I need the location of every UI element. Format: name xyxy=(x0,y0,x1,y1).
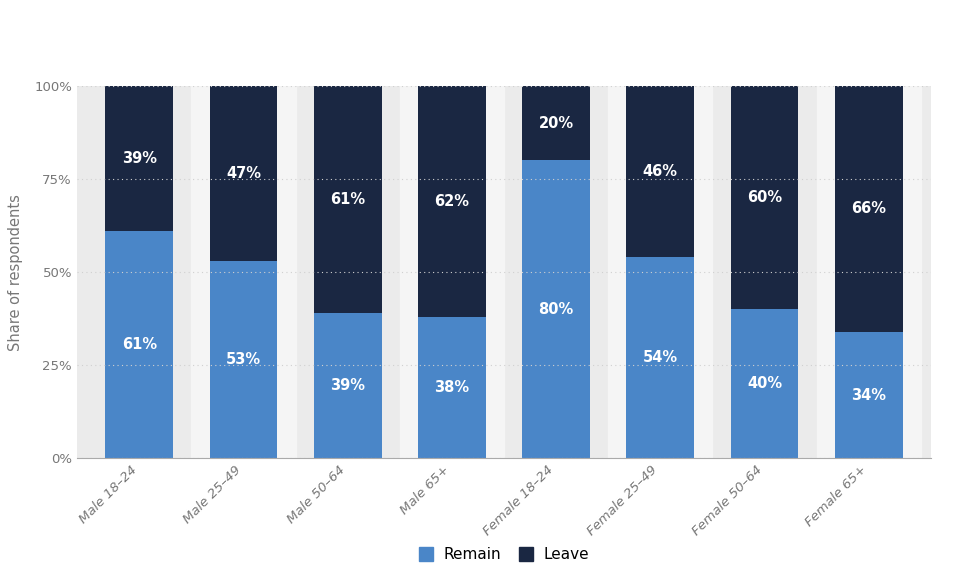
Bar xyxy=(418,86,486,317)
Text: 34%: 34% xyxy=(852,387,886,403)
Bar xyxy=(835,332,902,458)
Bar xyxy=(731,309,799,458)
Bar xyxy=(314,86,381,313)
Text: 46%: 46% xyxy=(643,164,678,179)
Text: 47%: 47% xyxy=(226,166,261,181)
Text: 62%: 62% xyxy=(435,194,469,209)
Text: 38%: 38% xyxy=(434,380,469,395)
Bar xyxy=(522,160,590,458)
Y-axis label: Share of respondents: Share of respondents xyxy=(8,194,23,351)
Text: 54%: 54% xyxy=(643,350,678,366)
Text: 61%: 61% xyxy=(122,337,156,352)
Text: 39%: 39% xyxy=(122,151,156,166)
Text: 40%: 40% xyxy=(747,376,782,391)
Text: 39%: 39% xyxy=(330,378,365,393)
Bar xyxy=(731,86,799,309)
Bar xyxy=(522,86,590,160)
Text: 61%: 61% xyxy=(330,192,365,207)
Bar xyxy=(835,86,902,332)
Bar xyxy=(191,86,296,458)
Text: 20%: 20% xyxy=(539,116,574,131)
Bar xyxy=(209,86,277,261)
Bar xyxy=(106,231,173,458)
Bar xyxy=(418,317,486,458)
Bar xyxy=(627,257,694,458)
Bar xyxy=(399,86,504,458)
Bar xyxy=(817,86,921,458)
Bar xyxy=(609,86,712,458)
Bar xyxy=(106,86,173,231)
Bar xyxy=(209,261,277,458)
Text: 60%: 60% xyxy=(747,190,782,205)
Legend: Remain, Leave: Remain, Leave xyxy=(411,540,597,570)
Text: 53%: 53% xyxy=(226,352,261,367)
Bar xyxy=(314,313,381,458)
Bar xyxy=(627,86,694,257)
Text: 80%: 80% xyxy=(539,302,574,317)
Text: 66%: 66% xyxy=(852,201,886,217)
